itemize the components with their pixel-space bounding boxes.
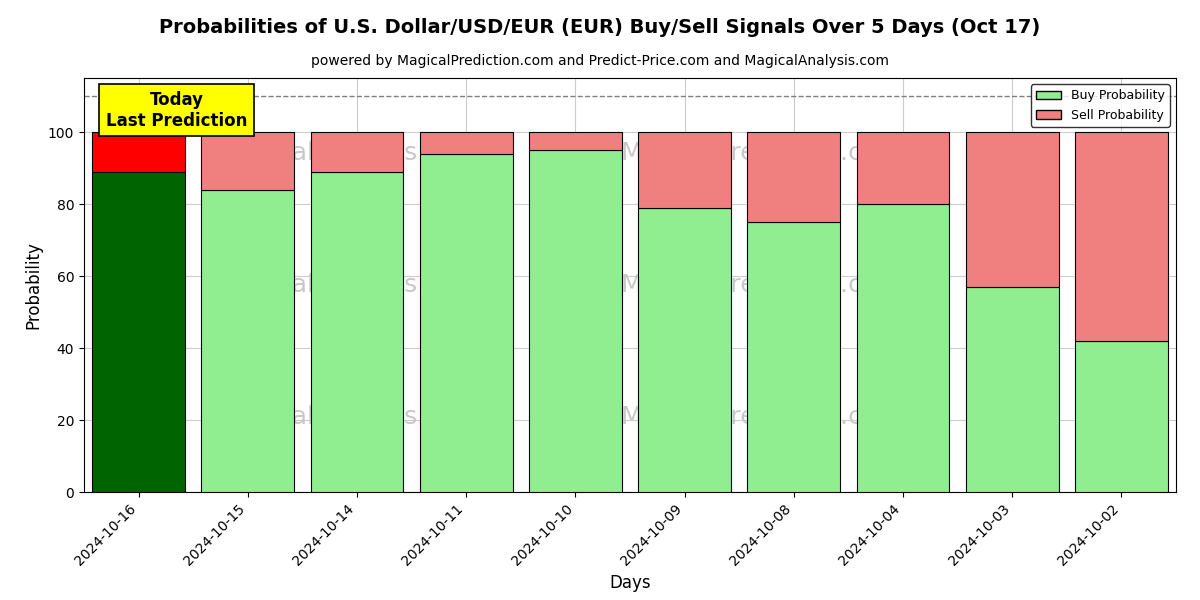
Bar [857, 132, 949, 204]
X-axis label: Days: Days [610, 574, 650, 592]
Bar [311, 132, 403, 172]
Text: MagicalPrediction.com: MagicalPrediction.com [620, 406, 901, 430]
Text: MagicalPrediction.com: MagicalPrediction.com [620, 140, 901, 164]
Bar [638, 132, 731, 208]
Bar [420, 154, 512, 492]
Bar [202, 190, 294, 492]
Bar [748, 132, 840, 222]
Legend: Buy Probability, Sell Probability: Buy Probability, Sell Probability [1031, 84, 1170, 127]
Bar [529, 150, 622, 492]
Bar [311, 172, 403, 492]
Bar [1075, 341, 1168, 492]
Bar [966, 287, 1058, 492]
Bar [92, 172, 185, 492]
Bar [202, 132, 294, 190]
Bar [420, 132, 512, 154]
Text: Today
Last Prediction: Today Last Prediction [106, 91, 247, 130]
Bar [966, 132, 1058, 287]
Bar [92, 132, 185, 172]
Text: MagicalPrediction.com: MagicalPrediction.com [620, 273, 901, 297]
Bar [1075, 132, 1168, 341]
Text: calAnalysis.com: calAnalysis.com [278, 140, 479, 164]
Text: Probabilities of U.S. Dollar/USD/EUR (EUR) Buy/Sell Signals Over 5 Days (Oct 17): Probabilities of U.S. Dollar/USD/EUR (EU… [160, 18, 1040, 37]
Bar [638, 208, 731, 492]
Y-axis label: Probability: Probability [24, 241, 42, 329]
Text: calAnalysis.com: calAnalysis.com [278, 406, 479, 430]
Bar [857, 204, 949, 492]
Text: powered by MagicalPrediction.com and Predict-Price.com and MagicalAnalysis.com: powered by MagicalPrediction.com and Pre… [311, 54, 889, 68]
Bar [529, 132, 622, 150]
Text: calAnalysis.com: calAnalysis.com [278, 273, 479, 297]
Bar [748, 222, 840, 492]
